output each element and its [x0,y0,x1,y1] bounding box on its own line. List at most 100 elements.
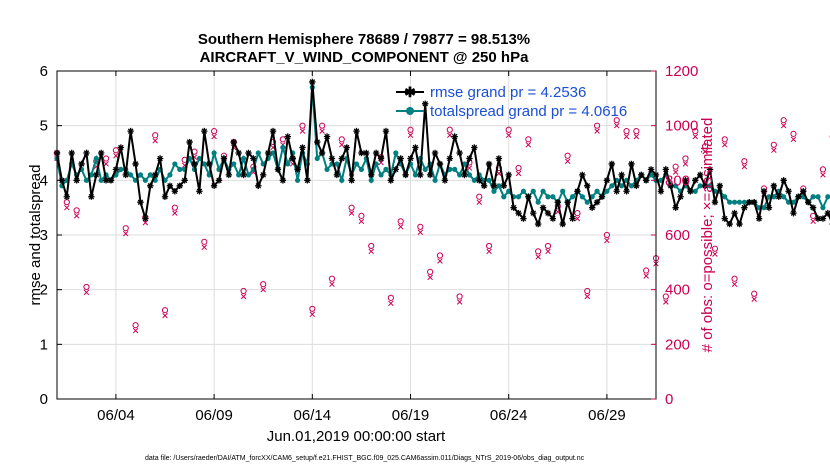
rmse-point [672,204,679,211]
obs-possible-point [770,141,777,148]
rmse-point [805,199,812,206]
totalspread-point [486,177,492,183]
rmse-point [363,149,370,157]
rmse-point [692,177,699,184]
rmse-point [127,127,134,135]
rmse-point [348,177,355,184]
rmse-point [422,100,429,107]
rmse-point [809,204,817,211]
y-right-tick-label: 200 [665,336,690,353]
rmse-point [372,149,380,157]
rmse-point [544,209,552,217]
obs-possible-point [83,283,90,291]
totalspread-point [231,161,237,167]
rmse-point [750,199,758,206]
x-axis-label: Jun.01,2019 00:00:00 start [267,428,446,445]
rmse-point [795,193,802,200]
x-tick-label: 06/19 [392,407,430,424]
rmse-point [623,188,630,195]
rmse-point [485,160,493,168]
totalspread-point [697,183,703,189]
rmse-point [520,215,527,222]
rmse-point [633,182,640,189]
totalspread-point [722,194,728,200]
rmse-point [436,160,444,168]
totalspread-point [147,172,153,178]
rmse-point [289,155,296,162]
rmse-point [318,149,326,157]
obs-possible-point [417,223,424,230]
rmse-point [790,209,797,217]
totalspread-point [535,199,541,205]
obs-possible-point [564,152,571,159]
obs-possible-point [309,305,316,312]
rmse-point [323,133,331,140]
y-left-tick-label: 0 [40,391,48,408]
rmse-point [819,215,827,222]
totalspread-point [142,177,148,183]
totalspread-point [358,166,365,172]
rmse-point [338,155,345,162]
obs-assimilated-point [515,170,522,177]
rmse-point [279,177,287,184]
totalspread-point [820,205,826,211]
obs-possible-point [161,307,169,314]
totalspread-point [457,172,463,178]
obs-assimilated-point [456,299,463,305]
obs-possible-point [260,281,267,288]
totalspread-point [270,150,276,156]
legend: ✱ rmse grand pr = 4.2536 totalspread gra… [396,84,627,120]
obs-possible-point [427,268,434,275]
rmse-point [613,188,620,195]
totalspread-point [619,183,625,189]
rmse-point [800,188,807,195]
rmse-point [387,177,395,184]
obs-possible-point [711,245,719,252]
obs-assimilated-point [574,215,581,222]
rmse-point [539,204,547,211]
rmse-point [456,149,463,157]
totalspread-point [98,177,104,183]
rmse-point [147,182,154,189]
obs-possible-point [643,267,650,274]
rmse-point [500,182,507,189]
obs-possible-point [535,248,542,255]
x-tick-label: 06/29 [588,407,626,424]
y-right-tick-labels: 0 200 400 600 800 1000 1200 [665,63,698,408]
obs-assimilated-point [820,172,826,178]
obs-assimilated-point [564,158,571,164]
y-left-tick-label: 4 [40,172,48,189]
obs-assimilated-point [329,281,335,287]
footer-data-file: data file: /Users/raeder/DAI/ATM_forcXX/… [145,455,585,462]
obs-assimilated-point [368,248,374,255]
rmse-point [392,166,399,173]
obs-possible-point [574,210,581,217]
totalspread-point [731,199,738,205]
totalspread-point [496,183,502,189]
totalspread-point [368,177,374,183]
obs-possible-point [584,287,591,295]
rmse-point [593,199,601,206]
rmse-point [426,171,434,179]
obs-assimilated-point [348,210,355,216]
totalspread-point [201,161,207,167]
totalspread-point [594,188,600,194]
rmse-point [132,160,139,168]
obs-possible-point [122,225,129,232]
rmse-point [716,182,724,189]
rmse-point [191,160,198,168]
y-left-tick-label: 1 [40,336,48,353]
rmse-point [304,177,311,184]
rmse-point [476,177,483,184]
obs-possible-point [741,158,748,165]
obs-assimilated-point [751,296,757,302]
totalspread-point [545,194,551,200]
totalspread-point [515,194,522,200]
obs-possible-point [211,128,218,135]
rmse-point [93,171,100,179]
obs-possible-point [348,204,355,211]
rmse-point [102,177,110,184]
y-right-tick-label: 1200 [665,63,698,80]
obs-assimilated-point [152,137,158,144]
rmse-point [161,193,169,200]
